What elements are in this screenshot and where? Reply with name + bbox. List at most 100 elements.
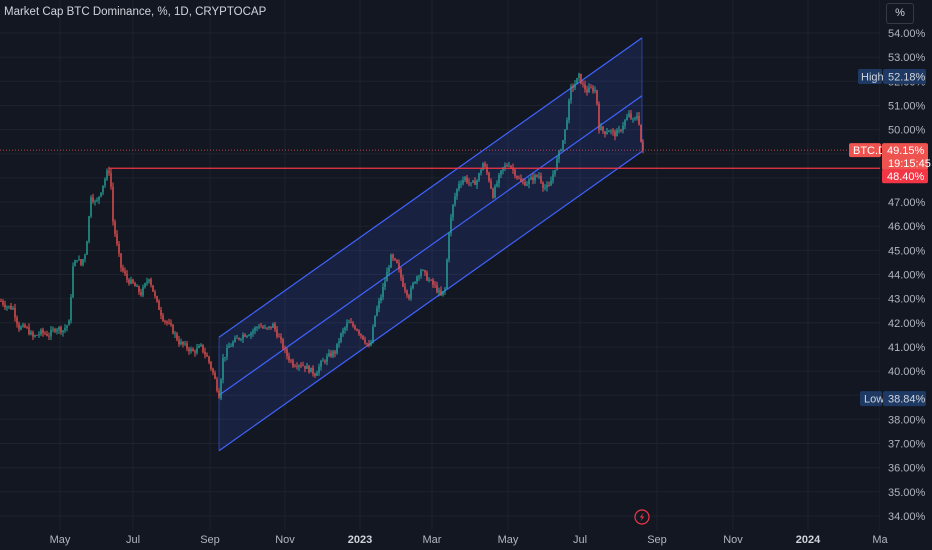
x-tick-label: Mar [423,534,442,546]
candle-body [356,329,358,331]
candle-body [622,125,624,131]
candle-body [276,329,278,337]
candle-body [66,325,68,328]
candle-body [264,327,266,329]
candle-body [26,327,28,329]
y-tick-label: 35.00% [888,487,926,499]
candle-body [320,361,322,367]
candle-body [598,103,600,131]
candle-body [274,323,276,330]
candle-body [594,90,596,92]
candle-body [452,204,454,218]
candle-body [78,259,80,261]
candle-body [340,333,342,342]
candle-body [280,336,282,340]
candle-body [384,281,386,287]
candle-body [204,351,206,355]
candle-body [14,307,16,318]
candle-body [336,343,338,354]
candle-body [308,365,310,373]
high-label: High [861,71,884,83]
candle-body [492,188,494,198]
candle-body [488,172,490,181]
candle-body [58,327,60,330]
candle-body [508,165,510,167]
candle-body [50,329,52,337]
candle-body [440,290,442,296]
candle-body [612,130,614,132]
candle-body [60,327,62,333]
chart-grid [0,0,881,530]
x-tick-label: Sep [647,534,667,546]
candle-body [380,297,382,301]
candle-body [254,327,256,331]
candle-body [192,348,194,352]
candle-body [170,322,172,325]
candle-body [144,283,146,288]
channel-middle-line [218,95,643,396]
candle-body [216,378,218,391]
candle-body [564,129,566,141]
candle-body [330,353,332,357]
y-tick-label: 47.00% [888,197,926,209]
candle-body [604,131,606,134]
candle-body [248,335,250,337]
time-axis[interactable]: May Jul Sep Nov 2023 Mar May Jul Sep Nov 2024 Ma [50,534,889,546]
candle-body [592,87,594,92]
candle-body [92,197,94,202]
candle-body [482,163,484,171]
candle-body [206,354,208,357]
candle-body [478,173,480,181]
candle-body [472,180,474,183]
candle-body [354,326,356,330]
candle-body [266,327,268,329]
y-tick-label: 41.00% [888,342,926,354]
candle-body [536,175,538,177]
candle-body [618,129,620,131]
candle-body [40,329,42,335]
candle-body [640,124,642,142]
candle-body [428,279,430,281]
candle-body [348,322,350,324]
candle-body [114,221,116,234]
candle-body [150,279,152,286]
candle-body [286,349,288,357]
candle-body [250,332,252,336]
candle-body [42,329,44,334]
unit-selector[interactable]: % [886,3,914,24]
candle-body [554,169,556,175]
lightning-icon[interactable] [634,509,650,525]
candle-body [436,284,438,293]
lightning-circle [634,509,650,525]
y-tick-label: 42.00% [888,318,926,330]
candle-body [288,356,290,361]
candle-body [406,290,408,296]
candle-body [214,372,216,379]
candle-body [438,290,440,293]
x-tick-label: Jul [126,534,140,546]
candle-body [62,330,64,333]
candle-body [374,315,376,327]
candle-body [196,347,198,353]
candle-body [126,273,128,280]
candle-body [510,165,512,168]
candle-body [562,140,564,150]
candle-body [418,275,420,277]
candle-body [160,309,162,316]
candle-body [314,373,316,376]
candle-body [550,180,552,186]
candle-body [236,337,238,339]
candle-body [370,342,372,346]
candle-body [218,390,220,399]
candle-body [32,332,34,337]
candle-body [540,175,542,183]
candle-body [162,315,164,321]
y-tick-label: 45.00% [888,245,926,257]
candle-body [386,271,388,282]
candle-body [64,327,66,331]
candle-body [360,333,362,336]
candle-body [602,126,604,132]
candle-body [134,283,136,287]
regression-channel[interactable] [218,37,643,452]
